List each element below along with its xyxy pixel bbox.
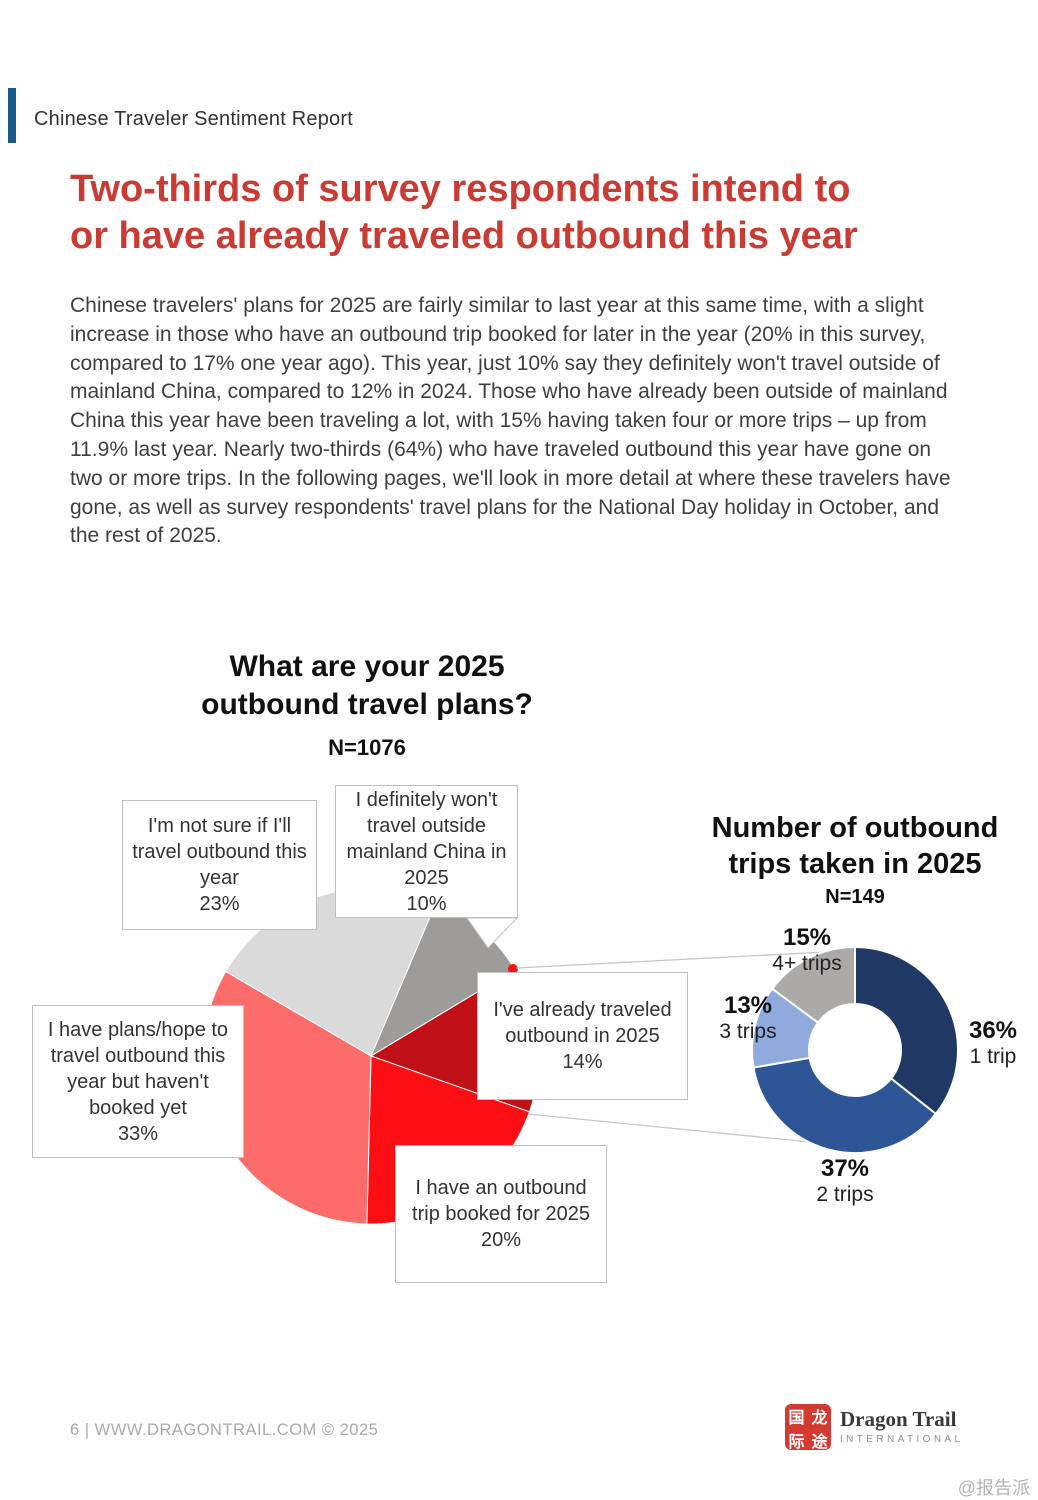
seal-char: 国 [788, 1410, 805, 1427]
pie-callout-wont-travel: I definitely won't travel outside mainla… [335, 785, 518, 918]
logo-seal-icon: 国 龙 际 途 [785, 1404, 831, 1451]
header-accent-bar [8, 88, 16, 143]
callout-pct: 23% [199, 893, 240, 915]
pie-chart-title: What are your 2025 outbound travel plans… [201, 650, 533, 721]
donut-cat: 3 trips [719, 1020, 777, 1043]
callout-label: I definitely won't travel outside mainla… [346, 788, 507, 889]
pie-callout-already-traveled: I've already traveled outbound in 2025 1… [477, 972, 688, 1100]
pie-callout-plans-not-booked: I have plans/hope to travel outbound thi… [32, 1005, 244, 1158]
donut-label-2-trips: 37% 2 trips [780, 1156, 910, 1208]
watermark: @报告派 [957, 1478, 1030, 1498]
footer-page-info: 6 | WWW.DRAGONTRAIL.COM © 2025 [70, 1421, 379, 1439]
callout-pct: 33% [117, 1122, 159, 1145]
page-title: Two-thirds of survey respondents intend … [70, 168, 858, 257]
callout-pct: 20% [480, 1229, 522, 1251]
donut-cat: 1 trip [969, 1045, 1017, 1068]
report-series-title: Chinese Traveler Sentiment Report [34, 108, 353, 130]
pie-callout-trip-booked: I have an outbound trip booked for 2025 … [395, 1145, 607, 1283]
donut-pct: 13% [723, 992, 773, 1019]
donut-pct: 36% [968, 1017, 1018, 1044]
seal-char: 途 [811, 1434, 828, 1451]
donut-label-4plus-trips: 15% 4+ trips [742, 925, 872, 977]
pie-sample-size: N=1076 [328, 735, 406, 760]
logo-text: Dragon Trail INTERNATIONAL [840, 1404, 963, 1445]
donut-pct: 15% [782, 924, 832, 951]
callout-pct: 10% [406, 892, 447, 915]
donut-sample-size: N=149 [825, 886, 885, 908]
donut-cat: 2 trips [816, 1183, 874, 1206]
donut-pct: 37% [820, 1155, 870, 1182]
donut-label-3-trips: 13% 3 trips [683, 993, 813, 1045]
dragon-trail-logo: 国 龙 际 途 Dragon Trail INTERNATIONAL [785, 1404, 963, 1451]
seal-char: 龙 [811, 1410, 828, 1427]
seal-char: 际 [788, 1434, 805, 1451]
donut-cat: 4+ trips [772, 952, 842, 975]
callout-label: I'm not sure if I'll travel outbound thi… [132, 815, 307, 889]
body-paragraph: Chinese travelers' plans for 2025 are fa… [70, 294, 951, 548]
logo-name: Dragon Trail [840, 1407, 957, 1431]
callout-label: I've already traveled outbound in 2025 [493, 999, 672, 1047]
callout-label: I have an outbound trip booked for 2025 [412, 1177, 590, 1225]
logo-subtitle: INTERNATIONAL [840, 1434, 964, 1445]
callout-pct: 14% [562, 1051, 603, 1073]
donut-label-1-trip: 36% 1 trip [928, 1018, 1038, 1070]
callout-wedge [466, 917, 519, 949]
donut-chart-title: Number of outbound trips taken in 2025 [711, 812, 999, 880]
fan-line-bottom [527, 1113, 821, 1144]
callout-label: I have plans/hope to travel outbound thi… [47, 1018, 229, 1119]
pie-callout-not-sure: I'm not sure if I'll travel outbound thi… [122, 800, 317, 930]
